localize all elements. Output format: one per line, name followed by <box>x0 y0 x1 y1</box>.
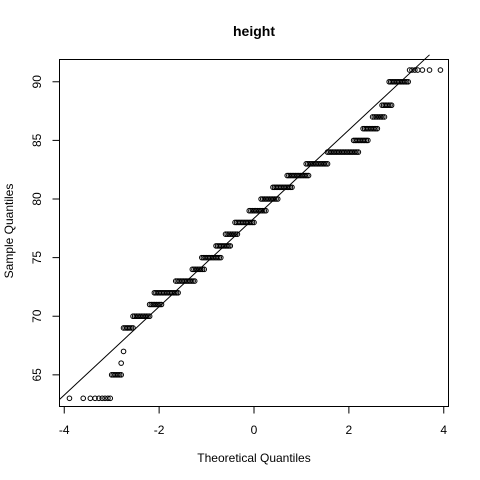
data-point <box>118 360 124 366</box>
data-point <box>191 278 198 284</box>
data-point <box>263 207 269 214</box>
data-point <box>321 161 328 167</box>
data-point <box>80 395 87 402</box>
data-point <box>158 301 165 308</box>
data-point <box>412 67 418 73</box>
data-point <box>227 243 234 249</box>
y-axis-label: Sample Quantiles <box>2 184 16 279</box>
y-axis: 65 70 75 80 85 90 <box>30 75 60 382</box>
reference-line-layer <box>59 54 430 400</box>
y-tick-label: 90 <box>30 75 44 89</box>
data-point <box>231 231 237 237</box>
data-point <box>155 301 161 308</box>
data-point <box>419 67 426 73</box>
x-tick-label: 4 <box>440 423 447 437</box>
data-point <box>305 172 312 179</box>
data-point <box>261 207 267 214</box>
points-layer <box>66 67 444 402</box>
data-point <box>426 67 433 73</box>
data-point <box>107 395 114 402</box>
data-point <box>232 231 239 237</box>
data-point <box>374 125 381 132</box>
data-point <box>251 219 257 226</box>
data-point <box>199 266 206 273</box>
reference-line <box>59 54 430 400</box>
data-point <box>414 67 421 73</box>
data-point <box>378 114 384 120</box>
chart-title: height <box>233 23 275 39</box>
y-tick-label: 85 <box>30 133 44 147</box>
data-point <box>120 348 127 355</box>
y-tick-label: 80 <box>30 192 44 206</box>
data-point <box>273 196 279 202</box>
data-point <box>381 114 388 120</box>
y-tick-label: 65 <box>30 368 44 382</box>
data-point <box>234 231 241 237</box>
data-point <box>201 266 207 273</box>
data-point <box>99 395 105 402</box>
data-point <box>379 114 386 120</box>
data-point <box>406 67 413 73</box>
data-point <box>217 254 224 261</box>
data-point <box>118 372 124 378</box>
data-point <box>102 395 108 402</box>
data-point <box>146 313 153 320</box>
data-point <box>143 313 150 320</box>
x-tick-label: 0 <box>251 423 258 437</box>
y-tick-label: 70 <box>30 309 44 323</box>
x-tick-label: -4 <box>59 423 70 437</box>
data-point <box>405 78 411 85</box>
data-point <box>289 184 295 191</box>
data-point <box>156 301 163 308</box>
data-point <box>302 172 309 179</box>
data-point <box>409 67 415 73</box>
x-axis-label: Theoretical Quantiles <box>197 451 310 465</box>
data-point <box>323 161 329 167</box>
data-point <box>87 395 94 402</box>
data-point <box>388 102 395 109</box>
y-tick-label: 75 <box>30 251 44 265</box>
data-point <box>145 313 151 320</box>
x-axis: -4 -2 0 2 4 <box>59 406 447 437</box>
data-point <box>96 395 102 402</box>
data-point <box>324 161 331 167</box>
data-point <box>92 395 98 402</box>
data-point <box>175 289 181 296</box>
data-point <box>304 172 310 179</box>
data-point <box>355 149 362 155</box>
data-point <box>105 395 111 402</box>
plot-frame <box>59 59 449 407</box>
data-point <box>66 395 73 402</box>
x-tick-label: 2 <box>346 423 353 437</box>
data-point <box>130 325 136 331</box>
data-point <box>259 207 266 214</box>
data-point <box>437 67 444 73</box>
data-point <box>274 196 281 202</box>
data-point <box>271 196 278 202</box>
data-point <box>365 137 371 144</box>
data-point <box>352 149 358 155</box>
data-point <box>198 266 204 273</box>
x-tick-label: -2 <box>154 423 165 437</box>
data-point <box>353 149 360 155</box>
